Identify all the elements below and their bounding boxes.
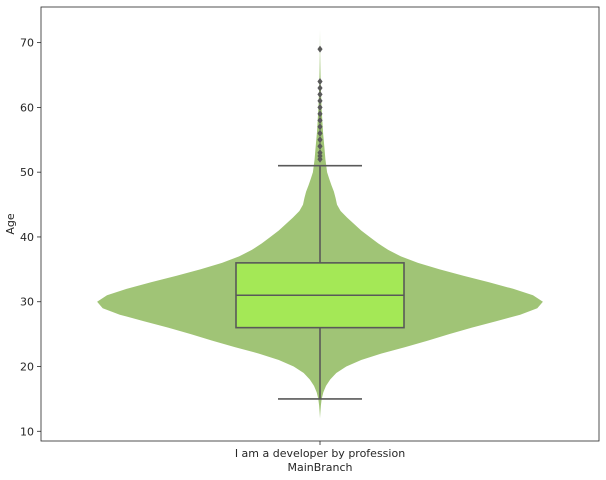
- y-tick-label: 10: [20, 425, 34, 438]
- outlier-point: [317, 123, 323, 131]
- y-axis-label: Age: [4, 213, 17, 235]
- y-tick-label: 70: [20, 37, 34, 50]
- outlier-point: [317, 103, 323, 111]
- outlier-point: [317, 116, 323, 124]
- y-tick-label: 50: [20, 166, 34, 179]
- x-axis-label: MainBranch: [287, 461, 352, 474]
- x-tick-label: I am a developer by profession: [235, 447, 405, 460]
- outlier-point: [317, 129, 323, 137]
- outlier-point: [317, 110, 323, 118]
- y-tick-label: 20: [20, 361, 34, 374]
- outlier-point: [317, 97, 323, 105]
- outlier-point: [317, 142, 323, 150]
- outlier-point: [317, 45, 323, 53]
- y-tick-label: 40: [20, 231, 34, 244]
- outlier-point: [317, 78, 323, 85]
- y-tick-label: 30: [20, 296, 34, 309]
- outlier-point: [317, 90, 323, 98]
- outlier-point: [317, 149, 323, 157]
- outlier-point: [317, 84, 323, 92]
- y-tick-label: 60: [20, 101, 34, 114]
- outlier-point: [317, 136, 323, 144]
